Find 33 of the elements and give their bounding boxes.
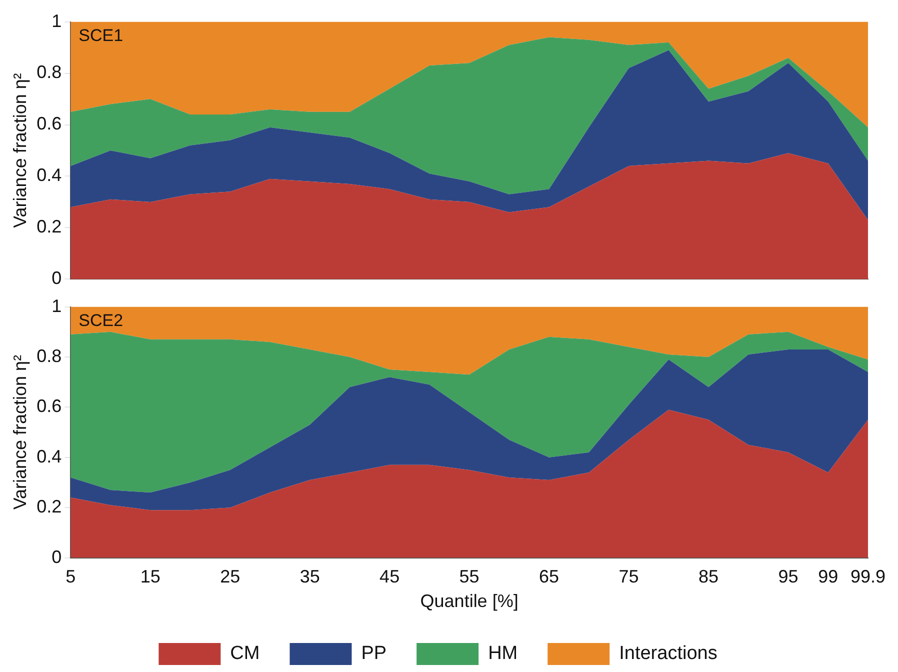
x-tick-label: 65 [539,566,560,587]
y-tick-label: 0.4 [36,165,62,186]
y-tick-label: 0.4 [36,446,62,466]
x-tick-label: 35 [300,566,320,587]
annotation: SCE2 [78,310,124,330]
annotation: SCE1 [78,26,124,45]
y-tick-label: 0.6 [36,114,62,134]
y-tick-label: 0.8 [36,346,62,366]
y-tick-label: 0.6 [36,396,62,416]
y-tick-label: 0 [52,546,62,567]
legend-label: PP [361,643,387,664]
y-axis-title: Variance fraction η² [10,73,30,228]
x-tick-label: 45 [380,566,400,587]
legend-label: HM [488,643,518,664]
y-tick-label: 1 [52,10,62,31]
y-tick-label: 0.8 [36,62,62,82]
y-tick-label: 0.2 [36,216,62,237]
x-tick-label: 99 [818,566,838,587]
legend-label: CM [230,643,260,664]
x-tick-label: 15 [140,566,160,587]
x-axis-title: Quantile [%] [420,591,518,612]
y-axis-title: Variance fraction η² [10,354,30,510]
x-tick-label: 25 [220,566,240,587]
x-tick-label: 5 [66,566,76,587]
y-tick-label: 0 [52,268,62,288]
x-tick-label: 55 [459,566,480,587]
x-tick-label: 75 [618,566,639,587]
x-tick-label: 95 [778,566,798,587]
y-tick-label: 0.2 [36,496,62,517]
legend-label: Interactions [619,643,718,664]
y-tick-label: 1 [52,296,62,316]
x-tick-label: 85 [698,566,719,587]
x-tick-label: 99.9 [850,566,886,587]
